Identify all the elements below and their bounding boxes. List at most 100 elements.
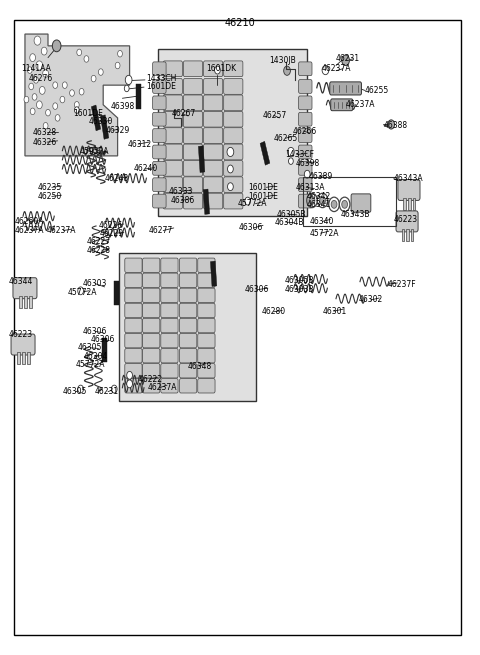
Circle shape — [127, 380, 132, 388]
Text: 46255: 46255 — [365, 86, 389, 95]
Text: 46222: 46222 — [138, 375, 162, 384]
FancyBboxPatch shape — [163, 193, 182, 209]
Text: 46326: 46326 — [33, 138, 57, 147]
FancyBboxPatch shape — [163, 128, 182, 143]
FancyBboxPatch shape — [125, 333, 142, 348]
FancyBboxPatch shape — [204, 61, 223, 77]
Text: 46237A: 46237A — [148, 383, 177, 392]
Circle shape — [331, 200, 337, 208]
FancyBboxPatch shape — [210, 261, 217, 286]
FancyBboxPatch shape — [198, 379, 215, 393]
FancyBboxPatch shape — [198, 146, 205, 172]
Circle shape — [91, 75, 96, 82]
Circle shape — [34, 36, 41, 45]
FancyBboxPatch shape — [114, 281, 119, 305]
Circle shape — [27, 67, 32, 73]
FancyBboxPatch shape — [143, 379, 160, 393]
FancyBboxPatch shape — [143, 273, 160, 288]
Text: 46250: 46250 — [37, 192, 62, 201]
Circle shape — [36, 61, 43, 70]
FancyBboxPatch shape — [351, 194, 371, 212]
Text: 46343B: 46343B — [341, 210, 370, 219]
Text: 46303: 46303 — [83, 279, 107, 288]
Circle shape — [52, 40, 61, 52]
FancyBboxPatch shape — [299, 79, 312, 93]
Text: 46240: 46240 — [133, 164, 158, 174]
FancyBboxPatch shape — [224, 95, 243, 111]
Text: 46386: 46386 — [170, 196, 195, 205]
Circle shape — [98, 69, 103, 75]
Text: 46210: 46210 — [225, 18, 255, 28]
Text: 1141AA: 1141AA — [22, 64, 51, 73]
Circle shape — [322, 66, 329, 75]
Circle shape — [288, 158, 293, 164]
FancyBboxPatch shape — [143, 303, 160, 318]
Bar — [413, 198, 415, 210]
Circle shape — [78, 385, 84, 393]
Circle shape — [245, 197, 251, 205]
FancyBboxPatch shape — [153, 161, 166, 175]
Text: 46260A: 46260A — [14, 217, 44, 226]
Text: 46304: 46304 — [84, 352, 108, 361]
Circle shape — [115, 62, 120, 69]
Text: 46340: 46340 — [310, 217, 334, 226]
Text: 45772A: 45772A — [238, 199, 267, 208]
FancyBboxPatch shape — [198, 364, 215, 378]
FancyBboxPatch shape — [125, 273, 142, 288]
FancyBboxPatch shape — [163, 61, 182, 77]
Bar — [29, 296, 32, 308]
FancyBboxPatch shape — [331, 99, 353, 111]
FancyBboxPatch shape — [204, 193, 223, 209]
FancyBboxPatch shape — [125, 364, 142, 378]
FancyBboxPatch shape — [398, 179, 420, 200]
Text: 46348: 46348 — [187, 362, 212, 371]
Text: 46328: 46328 — [33, 128, 57, 137]
FancyBboxPatch shape — [299, 96, 312, 109]
FancyBboxPatch shape — [161, 333, 178, 348]
FancyBboxPatch shape — [180, 364, 197, 378]
FancyBboxPatch shape — [198, 303, 215, 318]
Circle shape — [127, 371, 132, 379]
FancyBboxPatch shape — [180, 288, 197, 303]
Text: 1430JB: 1430JB — [269, 56, 296, 65]
Text: 46223: 46223 — [394, 215, 418, 224]
Text: 46398: 46398 — [110, 102, 135, 111]
Text: 46257: 46257 — [263, 111, 288, 120]
FancyBboxPatch shape — [224, 128, 243, 143]
FancyBboxPatch shape — [163, 111, 182, 127]
FancyBboxPatch shape — [180, 318, 197, 333]
Text: 46237A: 46237A — [322, 64, 351, 73]
FancyBboxPatch shape — [180, 333, 197, 348]
Circle shape — [125, 75, 132, 84]
FancyBboxPatch shape — [163, 95, 182, 111]
FancyBboxPatch shape — [143, 318, 160, 333]
Polygon shape — [25, 34, 130, 156]
Bar — [158, 49, 307, 216]
FancyBboxPatch shape — [163, 79, 182, 94]
Bar — [17, 352, 20, 364]
Text: 1601DE: 1601DE — [73, 109, 103, 119]
Text: 46237A: 46237A — [14, 226, 44, 235]
FancyBboxPatch shape — [102, 338, 107, 362]
FancyBboxPatch shape — [125, 318, 142, 333]
FancyBboxPatch shape — [299, 161, 312, 175]
FancyBboxPatch shape — [153, 62, 166, 75]
Text: 46237F: 46237F — [388, 280, 417, 289]
Text: 46277: 46277 — [149, 226, 173, 235]
FancyBboxPatch shape — [198, 273, 215, 288]
Circle shape — [39, 86, 45, 94]
Circle shape — [30, 108, 35, 115]
Bar — [303, 177, 396, 226]
Text: 46388: 46388 — [384, 121, 408, 130]
Text: 1433CH: 1433CH — [146, 74, 177, 83]
FancyBboxPatch shape — [161, 348, 178, 363]
Circle shape — [124, 85, 129, 92]
Circle shape — [55, 115, 60, 121]
Text: 46330: 46330 — [89, 117, 113, 126]
Bar — [19, 296, 22, 308]
Text: 45772A: 45772A — [67, 288, 96, 297]
FancyBboxPatch shape — [180, 273, 197, 288]
FancyBboxPatch shape — [180, 258, 197, 272]
Text: 46389: 46389 — [308, 172, 333, 181]
FancyBboxPatch shape — [183, 177, 203, 193]
